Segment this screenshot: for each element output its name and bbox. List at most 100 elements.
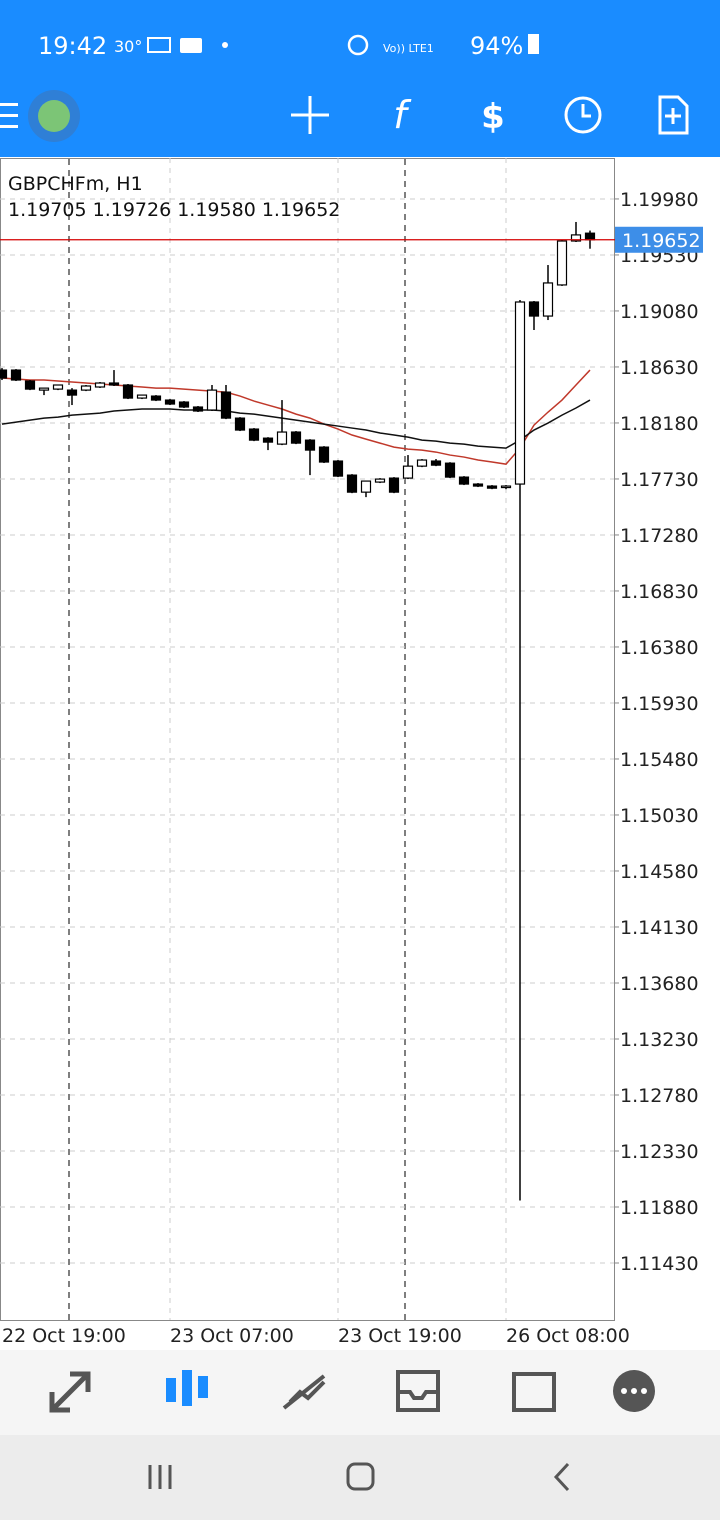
candle-body <box>136 394 148 399</box>
nav-chart[interactable] <box>166 1370 208 1406</box>
status-network: Vo)) LTE1 <box>383 42 434 55</box>
candle-body <box>108 382 120 386</box>
candle-body <box>458 476 470 485</box>
candle-body <box>318 446 330 463</box>
nav-history[interactable] <box>396 1370 440 1412</box>
candle-body <box>360 480 372 493</box>
candle-body <box>430 460 442 466</box>
candle-body <box>514 301 526 485</box>
y-tick-label: 1.16380 <box>620 637 699 659</box>
symbol: GBPCHFm, H1 <box>8 173 143 195</box>
home-button[interactable] <box>346 1462 375 1491</box>
y-tick-label: 1.15480 <box>620 749 699 771</box>
price-tag-label: 1.19652 <box>622 230 701 252</box>
header-bg <box>0 0 720 157</box>
chart-bg <box>0 157 720 1350</box>
candle-body <box>374 478 386 483</box>
x-tick-label: 23 Oct 07:00 <box>170 1325 294 1347</box>
bottom-nav <box>0 1350 720 1435</box>
candle-body <box>66 389 78 396</box>
status-icon <box>180 38 202 53</box>
recent-apps[interactable] <box>148 1465 172 1489</box>
y-tick-label: 1.19980 <box>620 189 699 211</box>
nav-quotes[interactable] <box>49 1371 91 1413</box>
y-tick-label: 1.12780 <box>620 1085 699 1107</box>
y-tick-label: 1.12330 <box>620 1141 699 1163</box>
price-tag <box>615 226 703 253</box>
y-tick-label: 1.11430 <box>620 1253 699 1275</box>
candle-body <box>276 431 288 445</box>
status-time: 19:42 <box>38 32 107 60</box>
candle-body <box>94 382 106 388</box>
y-tick-label: 1.15930 <box>620 693 699 715</box>
candle-body <box>346 474 358 493</box>
new-order-icon[interactable] <box>658 95 689 135</box>
nav-news[interactable] <box>512 1372 556 1412</box>
y-tick-label: 1.18180 <box>620 413 699 435</box>
candle-body <box>416 459 428 467</box>
y-tick-label: 1.15030 <box>620 805 699 827</box>
candle-body <box>234 417 246 431</box>
y-tick-label: 1.16830 <box>620 581 699 603</box>
y-tick-label: 1.19080 <box>620 301 699 323</box>
system-nav <box>0 1435 720 1520</box>
y-tick-label: 1.13680 <box>620 973 699 995</box>
y-tick-label: 1.18630 <box>620 357 699 379</box>
y-tick-label: 1.14580 <box>620 861 699 883</box>
nav-trade[interactable] <box>282 1374 326 1410</box>
status-temperature: 30° <box>114 37 142 56</box>
candle-body <box>304 439 316 451</box>
trade-icon[interactable]: $ <box>481 97 505 137</box>
candle-body <box>486 485 498 489</box>
alarm-icon <box>347 34 369 56</box>
candle-body <box>528 301 540 317</box>
x-tick-label: 23 Oct 19:00 <box>338 1325 462 1347</box>
new-order-plus <box>665 108 681 124</box>
candle-body <box>52 384 64 390</box>
candle-body <box>38 387 50 391</box>
status-dot <box>222 42 228 48</box>
candle-body <box>472 483 484 487</box>
candle-body <box>402 465 414 479</box>
app-logo-inner <box>38 100 70 132</box>
candle-body <box>388 477 400 493</box>
chart-frame <box>0 158 615 1321</box>
menu-icon[interactable] <box>0 103 18 128</box>
candle-body <box>164 399 176 405</box>
clock-hand <box>581 104 591 118</box>
moving-average <box>1 399 591 449</box>
candle-body <box>570 234 582 242</box>
candle-body <box>80 385 92 391</box>
status-icon <box>147 37 171 53</box>
candle-body <box>248 428 260 441</box>
candle-body <box>332 460 344 477</box>
crosshair-icon[interactable] <box>291 96 329 134</box>
y-tick-label: 1.17730 <box>620 469 699 491</box>
plot <box>0 221 596 1201</box>
candle-body <box>290 431 302 444</box>
candle-body <box>584 232 596 241</box>
candle-body <box>192 406 204 412</box>
candle-body <box>500 485 512 489</box>
back-button[interactable] <box>553 1462 570 1492</box>
clock-icon[interactable] <box>564 96 602 134</box>
y-tick-label: 1.14130 <box>620 917 699 939</box>
candle-body <box>206 389 218 411</box>
candle-body <box>542 282 554 317</box>
y-tick-label: 1.17280 <box>620 525 699 547</box>
candle-body <box>150 395 162 401</box>
candle-body <box>122 384 134 399</box>
candle-body <box>220 391 232 419</box>
candle-body <box>178 401 190 408</box>
candle-body <box>262 437 274 443</box>
grid <box>0 158 614 1320</box>
candle-body <box>556 240 568 286</box>
candle-body <box>0 369 8 379</box>
candle-body <box>24 380 36 390</box>
y-tick-label: 1.13230 <box>620 1029 699 1051</box>
x-tick-label: 22 Oct 19:00 <box>2 1325 126 1347</box>
candle-body <box>444 462 456 478</box>
y-tick-label: 1.11880 <box>620 1197 699 1219</box>
